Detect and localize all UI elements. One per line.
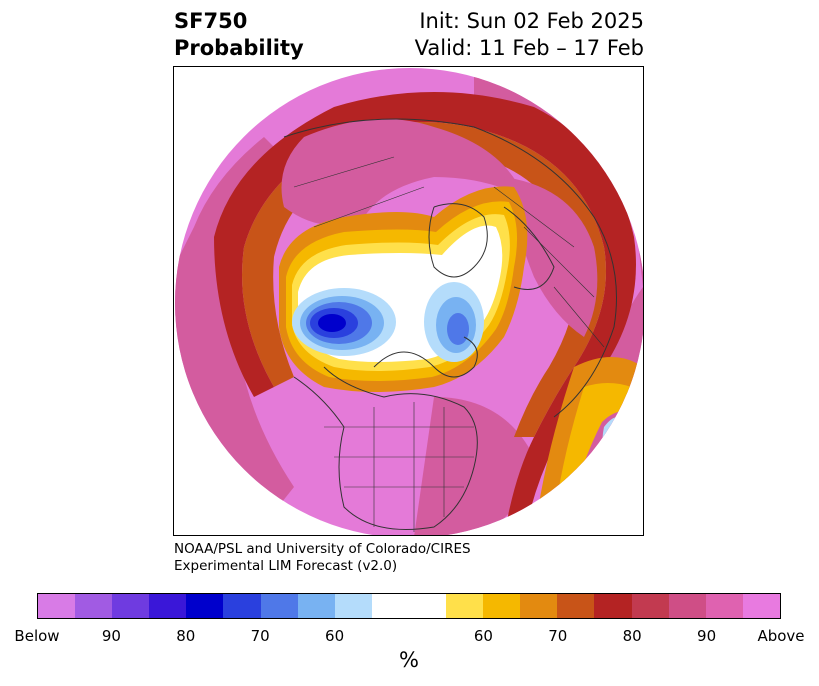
colorbar-segment [149, 594, 187, 618]
title-quantity: Probability [174, 36, 304, 60]
colorbar-segment [38, 594, 76, 618]
colorbar-segment [668, 594, 706, 618]
colorbar-segment [594, 594, 632, 618]
colorbar-segment [631, 594, 669, 618]
credit-text: NOAA/PSL and University of Colorado/CIRE… [174, 541, 471, 575]
colorbar-segment [112, 594, 150, 618]
eurasia-outline [283, 118, 617, 418]
colorbar-ticks: Below 90 80 70 60 60 70 80 90 Above [0, 627, 819, 647]
colorbar-tick-label: 70 [250, 627, 270, 645]
colorbar-segment [297, 594, 335, 618]
colorbar-segment [186, 594, 224, 618]
below-normal-deep [318, 314, 346, 332]
polar-map [173, 66, 644, 536]
colorbar-tick-label: 60 [473, 627, 493, 645]
valid-dates: Valid: 11 Feb – 17 Feb [414, 36, 644, 60]
colorbar-tick-label: 90 [697, 627, 717, 645]
atlantic-gold [552, 383, 643, 535]
title-variable: SF750 [174, 9, 248, 33]
colorbar-segment [260, 594, 298, 618]
state-borders [324, 402, 474, 532]
credit-line-2: Experimental LIM Forecast (v2.0) [174, 558, 398, 574]
greenland-outline [428, 203, 488, 278]
country-borders [293, 156, 605, 348]
colorbar-segment [334, 594, 372, 618]
magenta-europe [504, 177, 598, 337]
colorbar-tick-label: Above [757, 627, 805, 645]
colorbar-tick-label: 60 [325, 627, 345, 645]
canadian-arctic-outline [373, 336, 478, 378]
colorbar-segment [371, 594, 447, 618]
scandinavia-outline [503, 206, 555, 290]
colorbar-segment [223, 594, 261, 618]
probability-map-svg [175, 68, 643, 535]
colorbar [37, 593, 781, 619]
colorbar-tick-label: 80 [622, 627, 642, 645]
colorbar-segment [520, 594, 558, 618]
init-date: Init: Sun 02 Feb 2025 [419, 9, 644, 33]
colorbar-tick-label: Below [14, 627, 60, 645]
colorbar-segment [483, 594, 521, 618]
colorbar-tick-label: 90 [101, 627, 121, 645]
map-title: SF750 Probability [174, 8, 304, 62]
north-america-outline [293, 366, 478, 530]
forecast-dates: Init: Sun 02 Feb 2025 Valid: 11 Feb – 17… [415, 8, 644, 62]
colorbar-unit: % [399, 648, 419, 672]
coastlines [283, 118, 617, 532]
colorbar-segment [75, 594, 113, 618]
magenta-asia [281, 119, 524, 225]
below-normal-atlantic [602, 417, 629, 467]
credit-line-1: NOAA/PSL and University of Colorado/CIRE… [174, 541, 471, 557]
colorbar-tick-label: 80 [176, 627, 196, 645]
colorbar-segment [742, 594, 780, 618]
colorbar-segment [705, 594, 743, 618]
colorbar-segment [557, 594, 595, 618]
colorbar-tick-label: 70 [548, 627, 568, 645]
colorbar-segment [446, 594, 484, 618]
below-normal-east [447, 313, 469, 345]
